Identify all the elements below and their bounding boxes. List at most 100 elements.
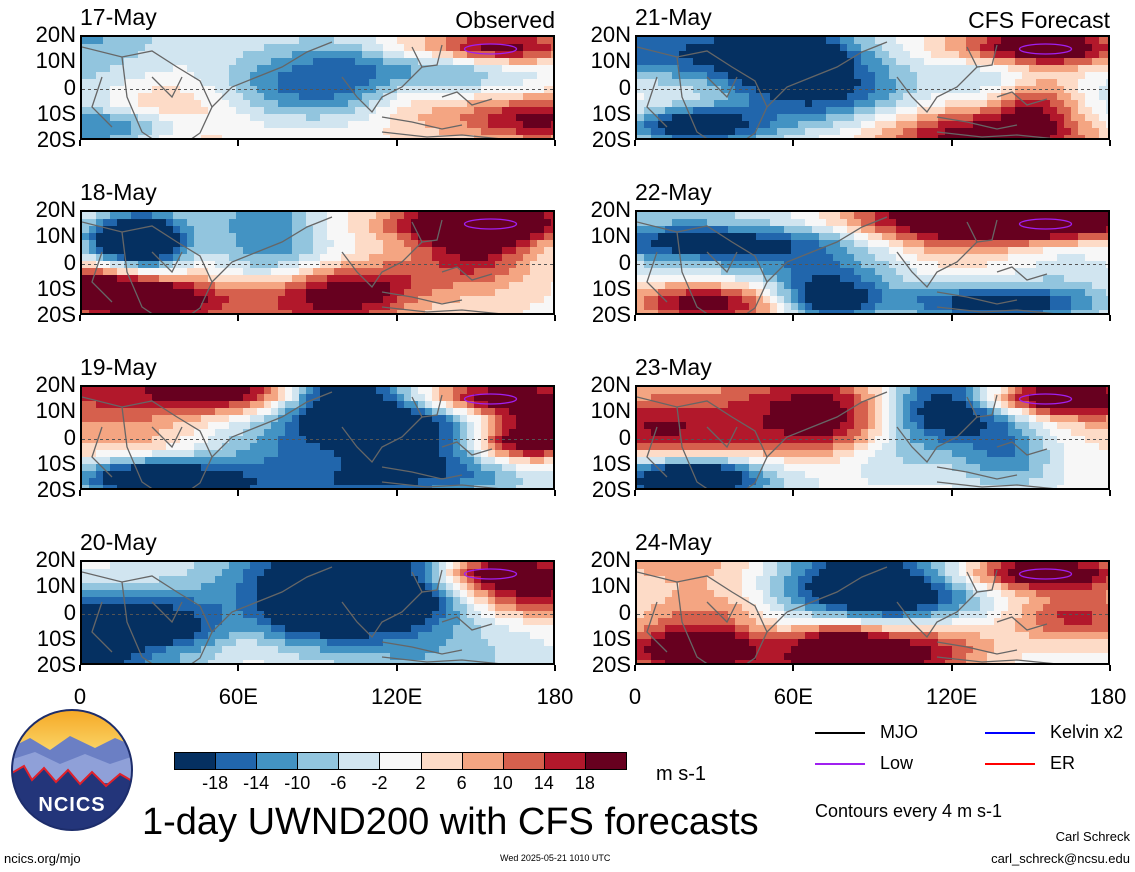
x-tick — [634, 490, 636, 496]
y-tick-label: 20S — [591, 127, 631, 152]
coastline — [91, 426, 113, 478]
y-tick-label: 10N — [35, 573, 76, 599]
coastline — [936, 291, 1018, 305]
x-tick — [79, 140, 81, 146]
y-tick-label: 20N — [35, 372, 76, 397]
map-panel — [635, 560, 1110, 665]
y-tick-label: 10N — [590, 48, 631, 74]
legend-swatch — [815, 732, 865, 734]
low-contour — [1018, 568, 1073, 580]
low-contour — [463, 43, 518, 55]
y-tick-label: 10N — [35, 398, 76, 424]
coastline — [637, 46, 768, 138]
y-tick-label: 10N — [590, 223, 631, 249]
coastline — [706, 426, 738, 449]
colorbar-swatch — [256, 752, 299, 770]
map-panel — [80, 385, 555, 490]
coastline — [637, 571, 768, 663]
coastline — [91, 601, 113, 653]
wind-field — [637, 37, 1108, 138]
map-panel — [80, 210, 555, 315]
y-tick-label: 20N — [590, 197, 631, 222]
x-tick-label: 120E — [370, 684, 423, 709]
y-tick-label: 10N — [35, 48, 76, 74]
y-tick-label: 10N — [590, 398, 631, 424]
coastline — [381, 641, 463, 655]
coastline — [646, 251, 668, 303]
y-tick-label: 0 — [63, 424, 76, 450]
coastline — [706, 76, 738, 99]
coastline — [936, 641, 1018, 655]
wind-field — [637, 387, 1108, 488]
map-panel — [635, 35, 1110, 140]
low-contour — [463, 218, 518, 230]
low-contour — [463, 393, 518, 405]
y-tick-label: 0 — [618, 249, 631, 275]
footer-email: carl_schreck@ncsu.edu — [991, 851, 1130, 866]
legend-swatch — [985, 732, 1035, 734]
x-tick — [395, 490, 398, 496]
x-tick — [237, 315, 240, 321]
coastline — [211, 391, 333, 458]
coastline — [896, 416, 978, 464]
x-tick — [950, 490, 953, 496]
coastline — [966, 44, 998, 68]
coastline — [441, 91, 493, 106]
coastline — [896, 66, 978, 114]
coastline — [381, 306, 499, 313]
coastline — [381, 291, 463, 305]
y-tick-label: 0 — [63, 74, 76, 100]
colorbar-label: -18 — [202, 773, 229, 793]
colorbar-units: m s-1 — [656, 763, 706, 785]
y-tick-label: 0 — [618, 424, 631, 450]
coastline — [766, 391, 888, 458]
y-tick-label: 10S — [36, 625, 76, 651]
panel-date-label: 21-May — [635, 4, 712, 30]
coastline — [966, 219, 998, 243]
figure-title: 1-day UWND200 with CFS forecasts — [142, 801, 759, 843]
x-tick — [79, 665, 81, 671]
y-tick-label: 20S — [36, 127, 76, 152]
coastline — [766, 566, 888, 633]
panel-source-label: Observed — [455, 7, 555, 33]
coastline — [381, 131, 499, 138]
colorbar-label: 6 — [456, 773, 467, 793]
coastline — [936, 306, 1054, 313]
coastline — [896, 241, 978, 289]
coastline — [121, 56, 153, 138]
panel-date-label: 23-May — [635, 354, 712, 380]
colorbar-swatch — [461, 752, 504, 770]
y-tick-label: 0 — [63, 599, 76, 625]
x-tick — [950, 140, 953, 146]
coastline — [151, 426, 183, 449]
legend-label: MJO — [880, 722, 918, 742]
x-tick — [634, 140, 636, 146]
legend-label: Kelvin x2 — [1050, 722, 1124, 742]
panel-date-label: 17-May — [80, 4, 157, 30]
colorbar-swatch — [502, 752, 545, 770]
colorbar-label: -2 — [371, 773, 388, 793]
coastline — [341, 241, 423, 289]
x-tick — [554, 490, 556, 496]
coastline — [996, 91, 1048, 106]
coastline — [936, 116, 1018, 130]
coastline — [896, 591, 978, 639]
map-panel — [80, 560, 555, 665]
colorbar-swatch — [174, 752, 217, 770]
colorbar-swatch — [584, 752, 627, 770]
coastline — [341, 416, 423, 464]
coastline — [151, 601, 183, 624]
colorbar-label: -6 — [330, 773, 347, 793]
logo-text: NCICS — [38, 794, 106, 816]
panel-date-label: 24-May — [635, 529, 712, 555]
x-tick-label: 180 — [1089, 684, 1127, 709]
y-tick-label: 20N — [590, 372, 631, 397]
x-tick — [237, 140, 240, 146]
wind-field — [82, 212, 553, 313]
wind-field — [637, 562, 1108, 663]
coastline — [676, 581, 708, 663]
colorbar-label: -10 — [284, 773, 311, 793]
coastline — [121, 231, 153, 313]
x-tick — [1109, 315, 1111, 321]
colorbar-swatch — [215, 752, 258, 770]
